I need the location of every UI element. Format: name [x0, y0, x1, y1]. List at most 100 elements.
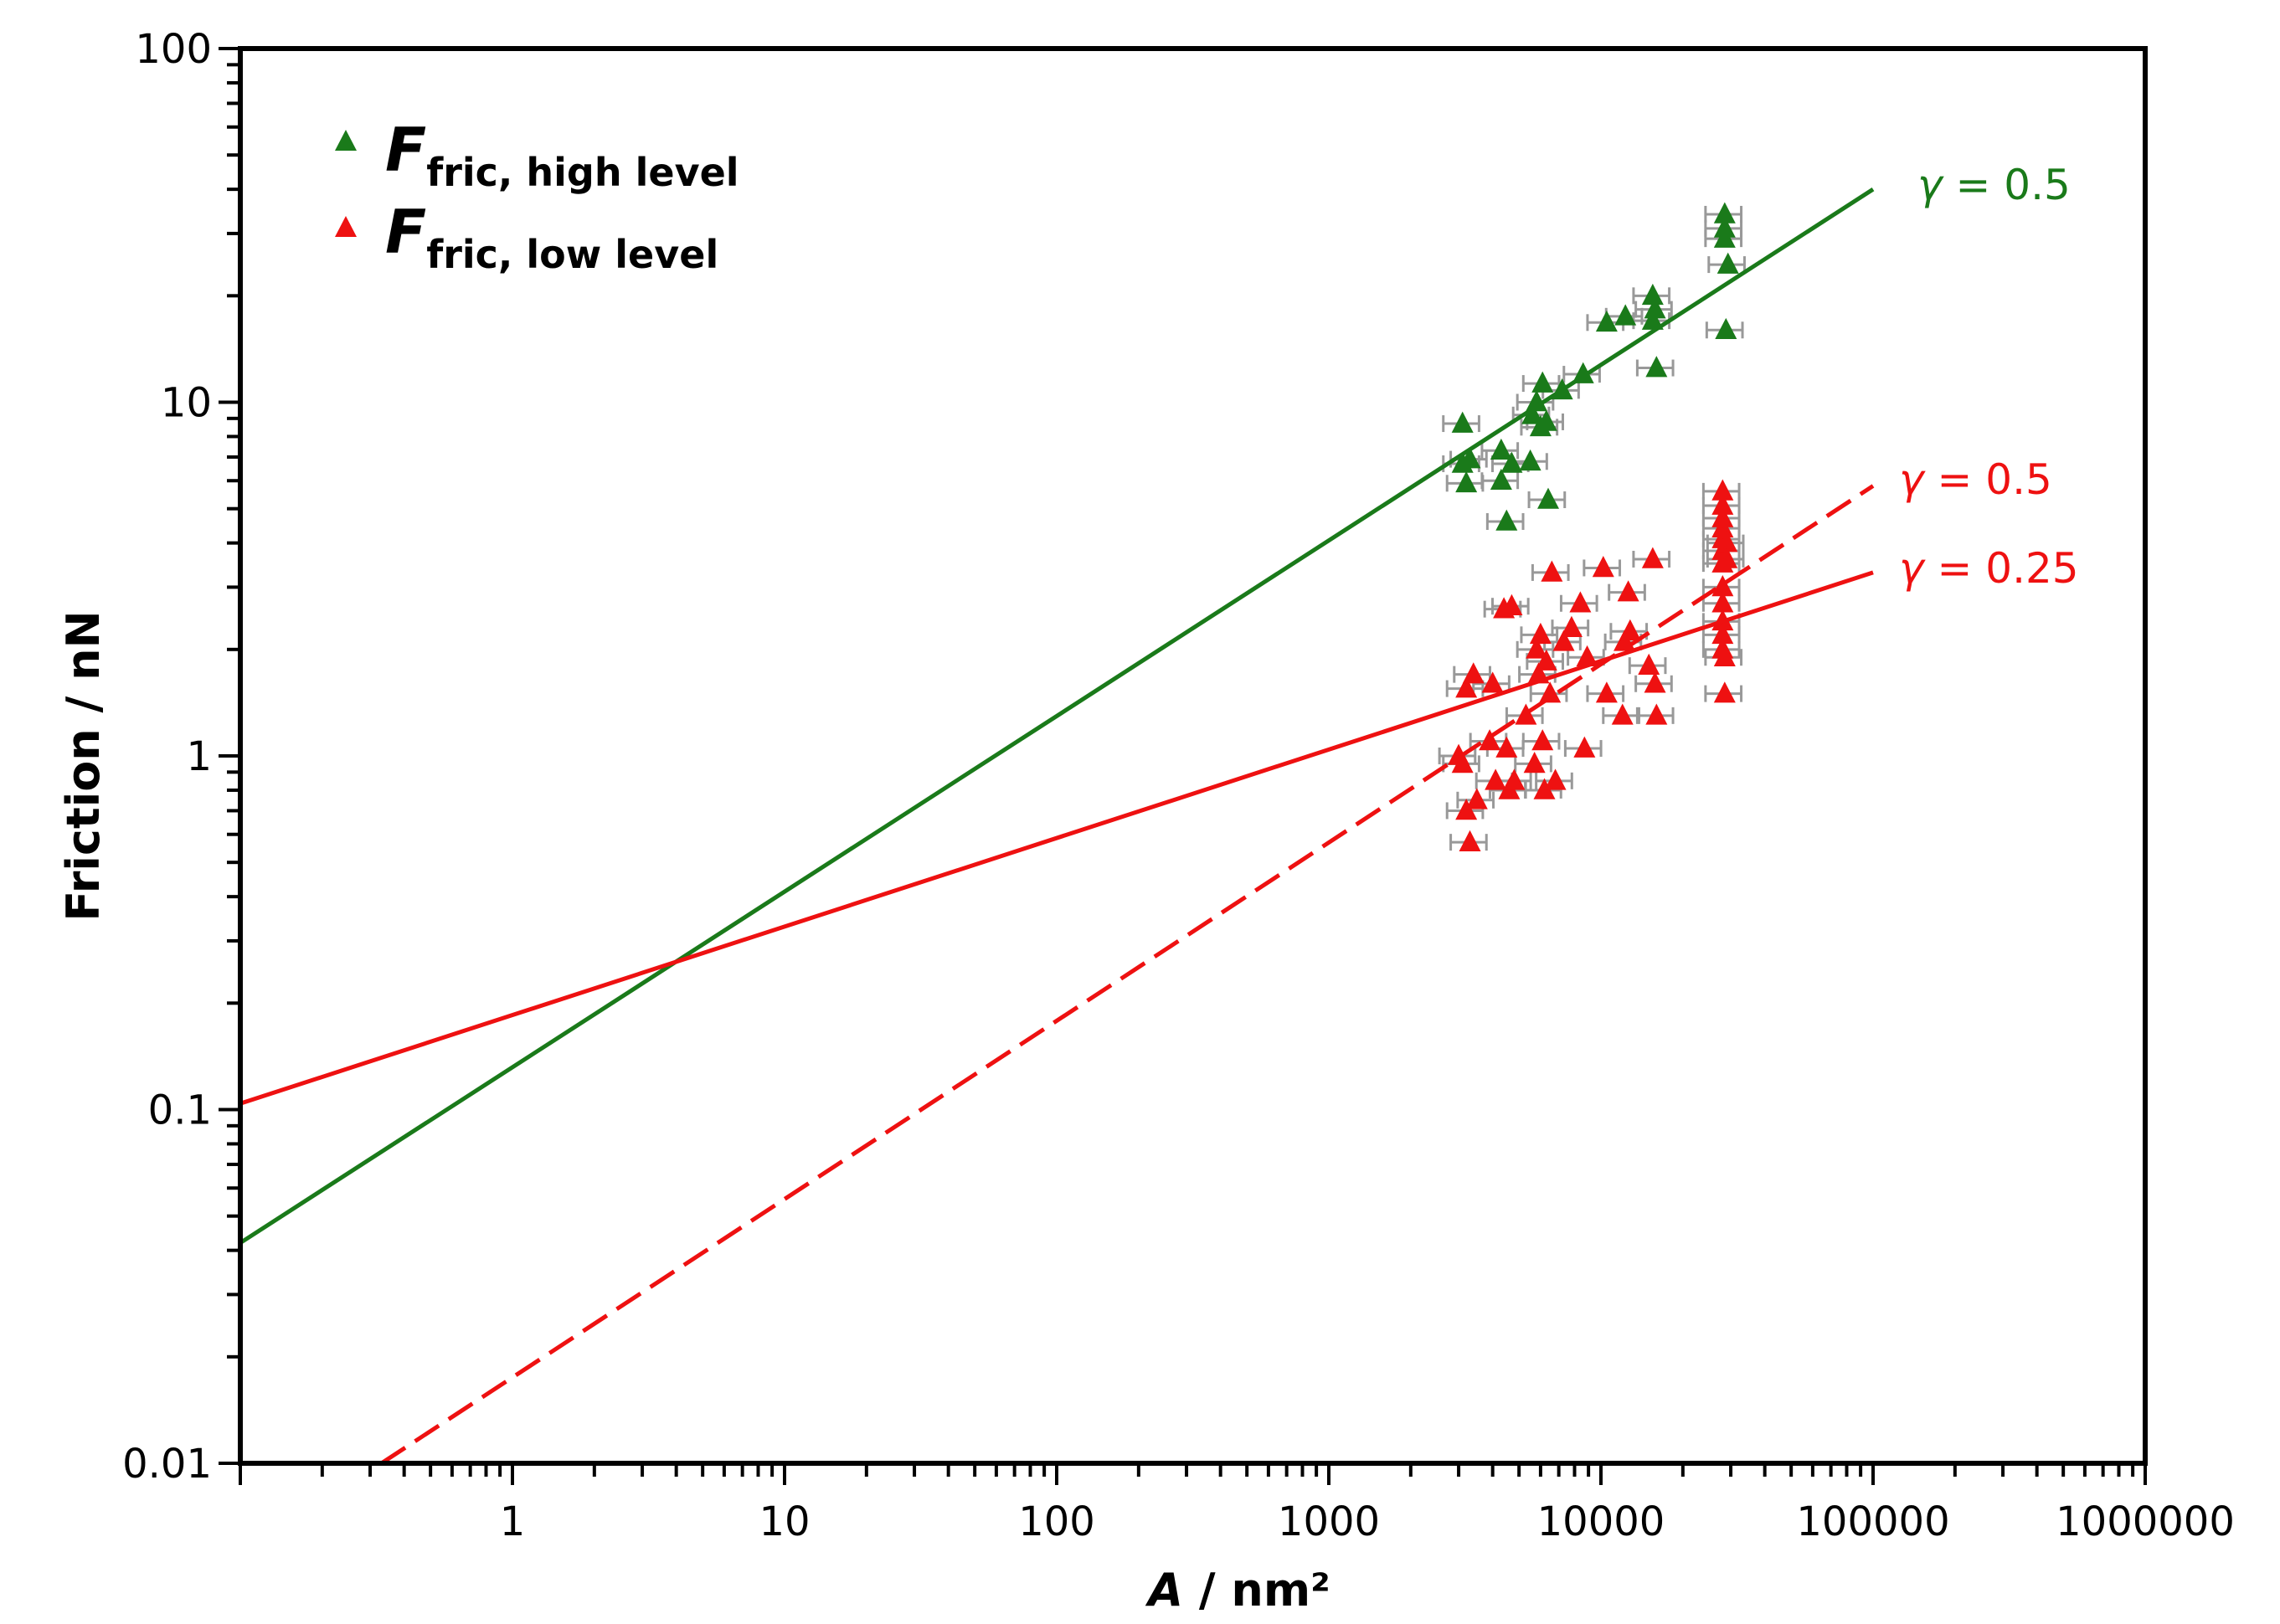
data-point-low — [1713, 681, 1736, 703]
y-tick-label: 100 — [135, 26, 212, 73]
data-point-low — [1573, 736, 1596, 758]
data-point-high — [1614, 304, 1637, 326]
data-point-high — [1715, 317, 1737, 340]
gamma-value: = 0.25 — [1924, 544, 2079, 593]
data-point-high — [1641, 308, 1664, 330]
data-point-low — [1529, 622, 1552, 645]
y-tick-label: 0.01 — [122, 1441, 212, 1488]
x-tick-label: 1 — [500, 1498, 526, 1545]
data-point-low — [1527, 662, 1550, 684]
data-point-low — [1495, 736, 1518, 758]
data-point-high — [1595, 310, 1618, 332]
legend-subscript-high: fric, high level — [426, 150, 739, 195]
data-point-high — [1644, 297, 1666, 319]
line-annotation-0: γ = 0.5 — [1917, 161, 2071, 209]
legend-marker-high — [335, 130, 357, 151]
data-point-low — [1711, 575, 1734, 597]
data-point-high — [1645, 356, 1668, 378]
data-point-low — [1455, 676, 1478, 698]
x-tick-label: 1000 — [1278, 1498, 1380, 1545]
legend-marker-low — [335, 216, 357, 237]
line-annotation-1: γ = 0.5 — [1899, 455, 2052, 504]
x-tick-label: 1000000 — [2056, 1498, 2235, 1545]
x-tick-label: 10 — [759, 1498, 810, 1545]
data-point-low — [1611, 703, 1634, 725]
data-point-low — [1459, 830, 1481, 851]
data-point-low — [1645, 703, 1668, 725]
data-point-low — [1479, 729, 1501, 751]
data-point-high — [1451, 411, 1474, 433]
data-point-low — [1526, 637, 1548, 659]
data-point-low — [1481, 671, 1504, 693]
gamma-value: = 0.5 — [1924, 455, 2052, 504]
data-point-high — [1551, 378, 1573, 400]
data-point-low — [1451, 752, 1474, 773]
data-point-low — [1711, 493, 1734, 515]
data-point-low — [1617, 580, 1639, 602]
data-point-high — [1716, 252, 1739, 274]
data-point-high — [1495, 509, 1518, 531]
data-point-low — [1500, 594, 1523, 615]
data-point-low — [1515, 703, 1537, 725]
legend-label-low: Ffric, low level — [385, 197, 718, 277]
data-point-low — [1535, 649, 1557, 671]
data-point-high — [1535, 409, 1557, 431]
legend-symbol-high: F — [385, 115, 426, 185]
data-point-low — [1592, 556, 1614, 578]
data-point-low — [1560, 615, 1583, 637]
data-point-low — [1541, 560, 1563, 582]
line-annotation-2: γ = 0.25 — [1899, 544, 2079, 593]
gamma-value: = 0.5 — [1943, 161, 2071, 209]
data-point-low — [1716, 531, 1738, 552]
data-point-high — [1713, 202, 1736, 224]
data-point-low — [1531, 729, 1554, 751]
markers-layer — [1448, 202, 1739, 851]
data-point-high — [1455, 470, 1478, 493]
data-point-low — [1641, 547, 1664, 568]
data-point-high — [1459, 447, 1481, 469]
fit-line-0 — [240, 188, 1875, 1245]
y-tick-label: 1 — [186, 733, 212, 780]
data-point-high — [1490, 438, 1512, 460]
data-point-low — [1503, 768, 1526, 790]
data-point-high — [1519, 449, 1541, 471]
data-point-low — [1711, 609, 1734, 631]
x-axis-title-italic: A — [1145, 1564, 1183, 1616]
x-axis-title: A / nm² — [1145, 1564, 1330, 1616]
data-point-low — [1711, 516, 1734, 537]
legend-label-high: Ffric, high level — [385, 115, 739, 195]
fit-line-2 — [240, 570, 1874, 1106]
data-point-low — [1533, 778, 1556, 799]
data-point-high — [1526, 390, 1548, 412]
data-point-low — [1638, 653, 1660, 675]
data-point-high — [1531, 371, 1554, 393]
ticks-layer: 1 10 100 1000 10000 100000 1000000 0.01 0.1 1 10 10… — [122, 26, 2235, 1545]
data-point-high — [1521, 403, 1544, 424]
gamma-symbol: γ — [1917, 161, 1944, 209]
legend-subscript-low: fric, low level — [426, 232, 718, 277]
data-point-low — [1465, 788, 1488, 809]
data-point-low — [1485, 768, 1507, 790]
gamma-symbol: γ — [1899, 455, 1926, 504]
data-point-low — [1552, 630, 1575, 651]
y-axis-title: Friction / nN — [57, 610, 110, 921]
data-point-low — [1455, 799, 1478, 820]
data-point-low — [1711, 622, 1734, 645]
data-point-low — [1595, 681, 1618, 703]
data-point-high — [1500, 451, 1523, 473]
data-point-high — [1537, 487, 1560, 509]
data-point-low — [1576, 645, 1598, 667]
gamma-symbol: γ — [1899, 544, 1926, 593]
data-point-low — [1462, 662, 1485, 684]
data-point-high — [1713, 226, 1736, 248]
x-axis-title-text: / nm² — [1183, 1564, 1330, 1616]
x-tick-label: 100 — [1018, 1498, 1095, 1545]
data-point-low — [1523, 752, 1546, 773]
x-tick-label: 10000 — [1537, 1498, 1665, 1545]
data-point-high — [1641, 283, 1664, 306]
data-point-high — [1572, 362, 1594, 383]
data-point-low — [1539, 681, 1562, 703]
y-tick-label: 0.1 — [148, 1087, 212, 1134]
data-point-low — [1713, 645, 1736, 667]
